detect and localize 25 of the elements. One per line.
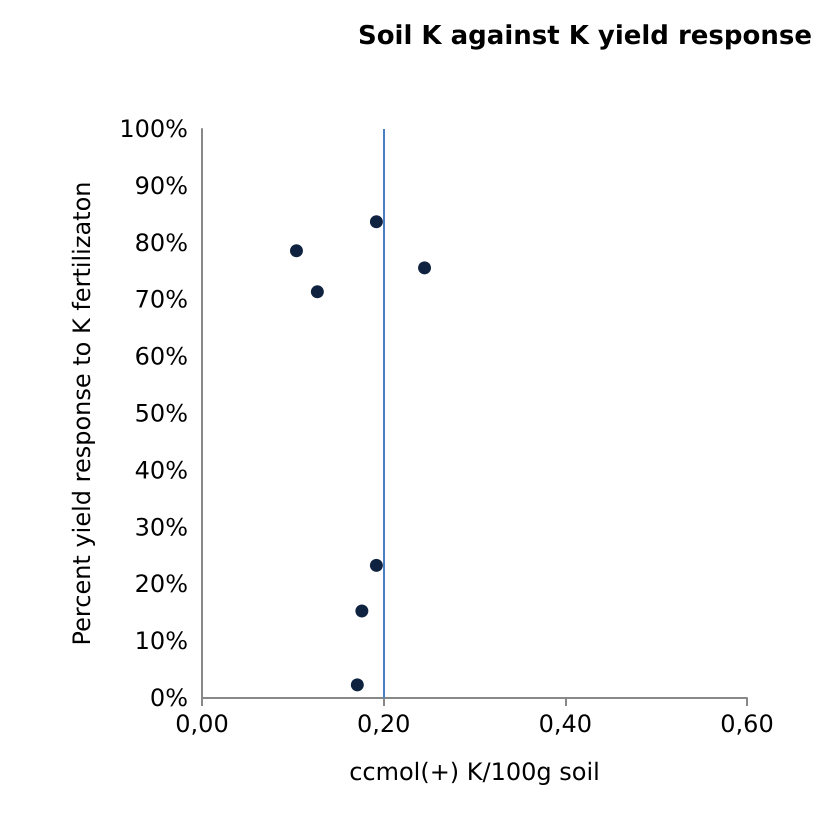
- point: [418, 261, 432, 274]
- y-axis-title: Percent yield response to K fertilizaton: [68, 182, 96, 646]
- y-tick-label: 100%: [119, 115, 188, 143]
- x-tick-label: 0,20: [356, 710, 410, 738]
- point: [290, 244, 303, 258]
- y-tick-label: 30%: [134, 513, 188, 542]
- x-tick-label: 0,40: [538, 710, 592, 738]
- y-tick-label: 60%: [134, 342, 188, 371]
- y-tick-label: 50%: [134, 400, 188, 428]
- point: [310, 285, 324, 298]
- point: [370, 558, 383, 572]
- x-tick-label: 0,00: [175, 710, 229, 738]
- y-tick-label: 0%: [150, 684, 188, 712]
- x-tick-label: 0,60: [720, 710, 774, 738]
- y-tick-label: 20%: [134, 570, 188, 598]
- y-tick-label: 70%: [134, 286, 188, 314]
- point: [370, 215, 383, 228]
- y-tick-label: 90%: [134, 172, 188, 200]
- y-tick-label: 10%: [134, 627, 188, 656]
- point: [350, 678, 364, 692]
- y-tick-label: 40%: [134, 456, 188, 484]
- y-tick-label: 80%: [134, 228, 188, 257]
- x-axis-title: ccmol(+) K/100g soil: [349, 758, 600, 786]
- point: [355, 604, 368, 618]
- chart-title: Soil K against K yield response: [358, 21, 812, 51]
